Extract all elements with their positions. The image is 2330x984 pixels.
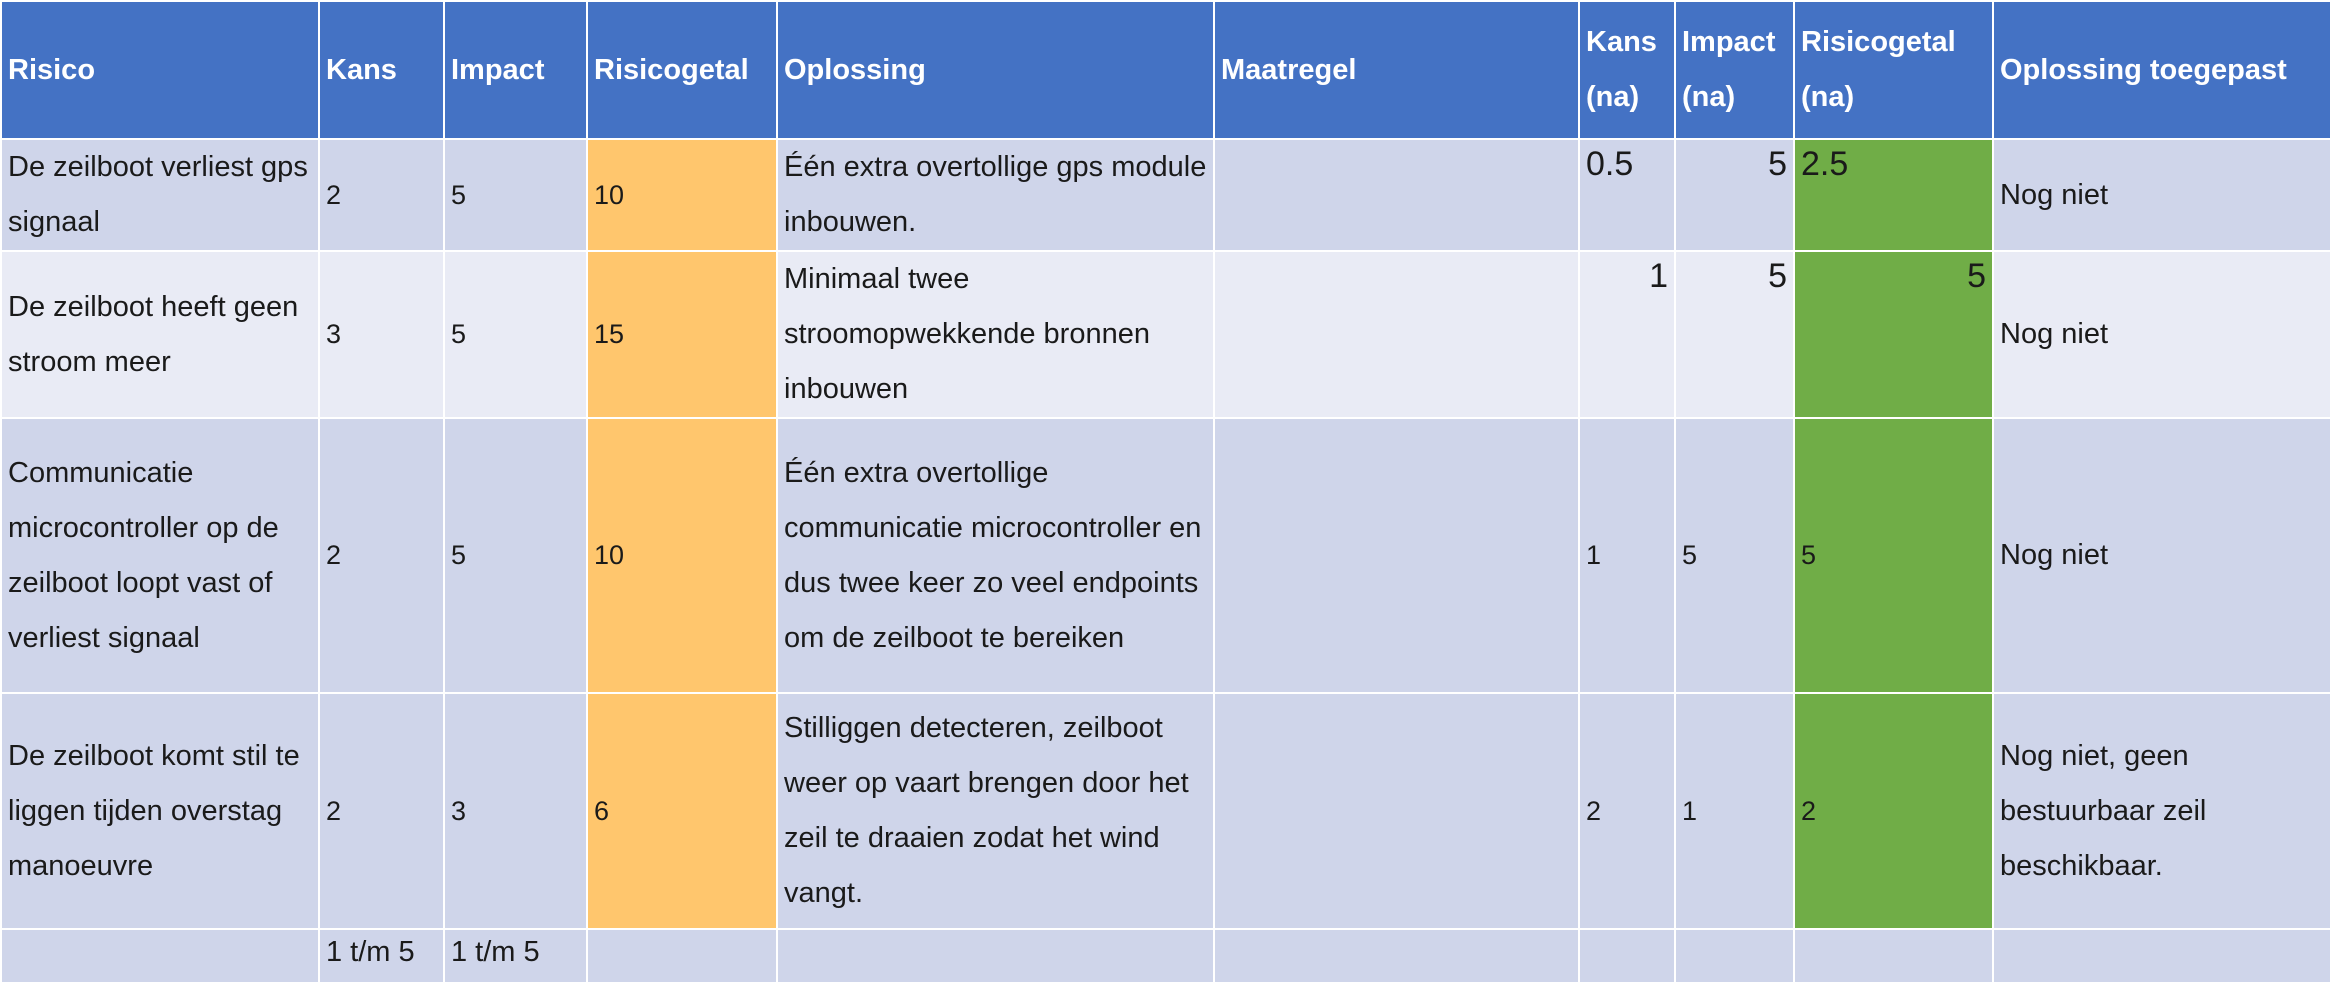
header-risicogetal-na-line1: Risicogetal [1801,26,1956,58]
header-risico: Risico [0,0,320,140]
cell-kans: 2 [318,692,445,930]
cell-risicogetal-na: 5 [1793,417,1994,694]
header-impact: Impact [443,0,588,140]
cell-risicogetal: 10 [586,417,778,694]
table-row: De zeilboot komt stil te liggen tijden o… [0,692,2330,930]
cell-kans: 2 [318,417,445,694]
header-kans-na: Kans (na) [1578,0,1676,140]
cell-toegepast: Nog niet, geen bestuurbaar zeil beschikb… [1992,692,2330,930]
cell-impact: 5 [443,250,588,419]
cell-maatregel [1213,138,1580,252]
cell-risicogetal: 15 [586,250,778,419]
cell-toegepast: Nog niet [1992,138,2330,252]
cell-impact-na: 5 [1674,417,1795,694]
cell-risico: De zeilboot verliest gps signaal [0,138,320,252]
cell-impact: 5 [443,138,588,252]
cell-maatregel [1213,692,1580,930]
cell-risicogetal-na: 2 [1793,692,1994,930]
footer-kans-range: 1 t/m 5 [318,928,445,984]
cell-impact-na: 5 [1674,250,1795,419]
cell-kans-na: 0.5 [1578,138,1676,252]
footer-empty [1992,928,2330,984]
cell-risico: De zeilboot heeft geen stroom meer [0,250,320,419]
footer-empty [776,928,1215,984]
footer-empty [1213,928,1580,984]
table-row: De zeilboot verliest gps signaal 2 5 10 … [0,138,2330,252]
cell-oplossing: Stilliggen detecteren, zeilboot weer op … [776,692,1215,930]
cell-kans-na: 2 [1578,692,1676,930]
table-row: Communicatie microcontroller op de zeilb… [0,417,2330,694]
cell-impact: 5 [443,417,588,694]
header-kans-na-line2: (na) [1586,81,1640,113]
cell-kans: 3 [318,250,445,419]
header-row: Risico Kans Impact Risicogetal Oplossing… [0,0,2330,140]
header-kans: Kans [318,0,445,140]
footer-empty [586,928,778,984]
cell-impact: 3 [443,692,588,930]
header-toegepast: Oplossing toegepast [1992,0,2330,140]
cell-risicogetal: 10 [586,138,778,252]
header-oplossing: Oplossing [776,0,1215,140]
header-kans-na-line1: Kans [1586,26,1657,58]
header-impact-na: Impact (na) [1674,0,1795,140]
header-maatregel: Maatregel [1213,0,1580,140]
cell-oplossing: Minimaal twee stroomopwekkende bronnen i… [776,250,1215,419]
cell-kans-na: 1 [1578,250,1676,419]
header-risicogetal-na-line2: (na) [1801,81,1855,113]
footer-row: 1 t/m 5 1 t/m 5 [0,928,2330,984]
table-row: De zeilboot heeft geen stroom meer 3 5 1… [0,250,2330,419]
cell-maatregel [1213,417,1580,694]
cell-oplossing: Één extra overtollige gps module inbouwe… [776,138,1215,252]
cell-impact-na: 1 [1674,692,1795,930]
cell-oplossing: Één extra overtollige communicatie micro… [776,417,1215,694]
footer-empty [1578,928,1676,984]
cell-kans: 2 [318,138,445,252]
footer-empty [1793,928,1994,984]
footer-empty [0,928,320,984]
cell-impact-na: 5 [1674,138,1795,252]
cell-kans-na: 1 [1578,417,1676,694]
cell-risicogetal: 6 [586,692,778,930]
cell-risicogetal-na: 2.5 [1793,138,1994,252]
cell-toegepast: Nog niet [1992,417,2330,694]
cell-maatregel [1213,250,1580,419]
header-impact-na-line2: (na) [1682,81,1736,113]
cell-risicogetal-na: 5 [1793,250,1994,419]
header-risicogetal-na: Risicogetal (na) [1793,0,1994,140]
footer-impact-range: 1 t/m 5 [443,928,588,984]
header-risicogetal: Risicogetal [586,0,778,140]
cell-toegepast: Nog niet [1992,250,2330,419]
cell-risico: Communicatie microcontroller op de zeilb… [0,417,320,694]
header-impact-na-line1: Impact [1682,26,1776,58]
cell-risico: De zeilboot komt stil te liggen tijden o… [0,692,320,930]
footer-empty [1674,928,1795,984]
